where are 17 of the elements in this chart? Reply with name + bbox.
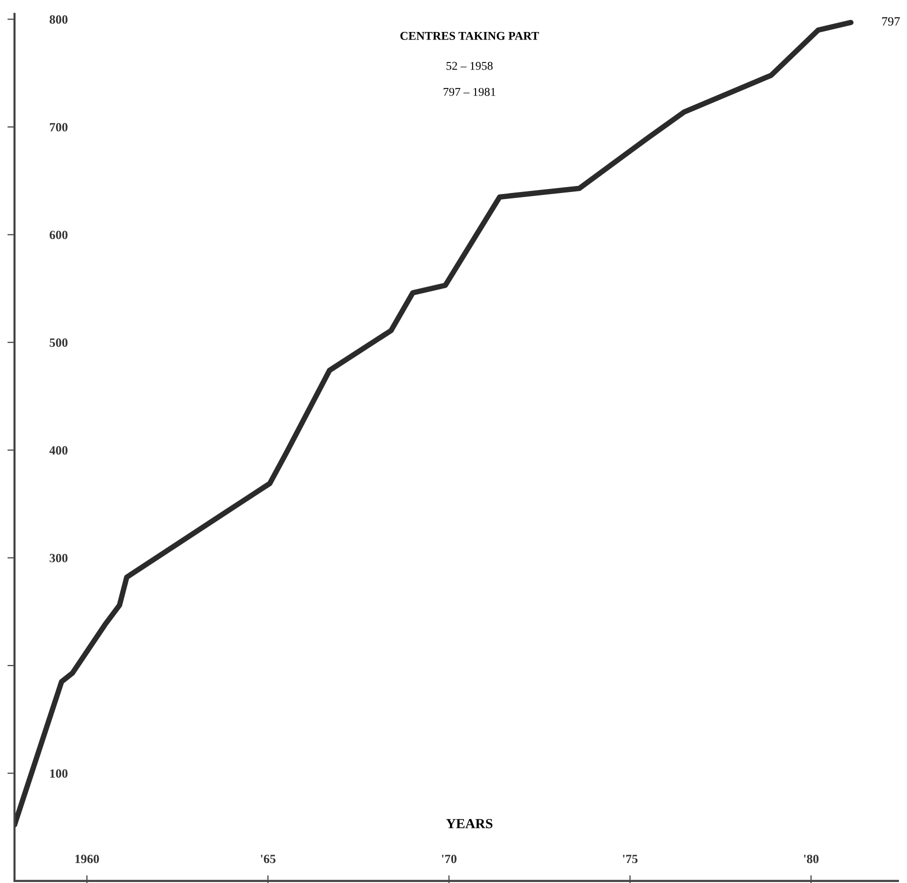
x-tick-label: '80	[804, 854, 819, 864]
x-tick-label: '75	[622, 854, 638, 864]
annotation: 797 – 1981	[444, 88, 496, 96]
x-tick-label: '70	[442, 854, 456, 864]
x-tick-label: '65	[260, 854, 276, 864]
y-tick-label: 700	[50, 122, 68, 132]
text: CENTRES TAKING PART	[400, 32, 539, 40]
y-tick-label: 400	[49, 446, 68, 455]
x-tick-label: 1960	[75, 854, 99, 864]
annotation: 52 – 1958	[446, 62, 493, 70]
annotation: 797	[882, 17, 900, 26]
y-tick-label: 600	[50, 230, 68, 240]
x-axis-title: YEARS	[446, 818, 492, 828]
y-tick-label: 300	[50, 554, 68, 562]
y-tick-label: 800	[50, 15, 68, 24]
y-tick-label: 500	[50, 338, 68, 347]
y-tick-label: 100	[50, 769, 68, 778]
